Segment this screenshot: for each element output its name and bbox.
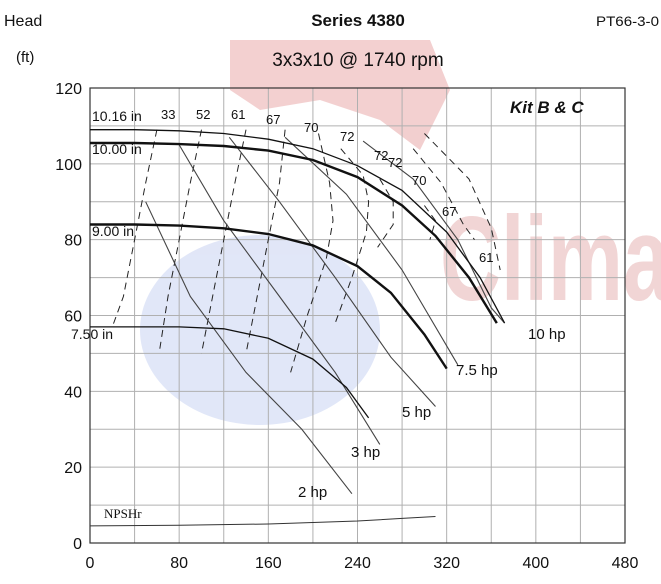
chart-title: Series 4380 [311,11,405,30]
y-tick-label: 60 [64,309,82,326]
impeller-curves [90,129,506,419]
y-tick-label: 20 [64,460,82,477]
watermark-red-swoosh [230,40,450,150]
watermark-blue-swoosh [140,235,380,425]
npshr-label: NPSHr [104,506,142,521]
curve-labels: 10.16 in 10.00 in 9.00 in 7.50 in 10 hp 7.5 h… [71,107,566,501]
efficiency-curve [334,148,370,324]
x-tick-label: 160 [255,555,282,572]
impeller-label: 9.00 in [92,223,134,239]
efficiency-label: 72 [374,148,388,163]
efficiency-label: 61 [231,107,245,122]
efficiency-curve [423,205,437,240]
y-axis-unit: (ft) [16,49,34,66]
efficiency-curve [245,129,286,354]
power-line [178,144,381,445]
efficiency-label: 72 [388,155,402,170]
efficiency-curve [290,133,334,373]
axis-ticks: 0 80 160 240 320 400 480 0 20 40 60 80 100 120 [55,81,638,572]
y-tick-label: 0 [73,536,82,553]
power-label: 5 hp [402,404,431,421]
y-tick-label: 120 [55,81,82,98]
efficiency-curves [111,129,501,373]
power-line [362,140,506,324]
chart-subtitle: 3x3x10 @ 1740 rpm [272,50,443,71]
npshr-curve [89,516,436,527]
power-line [145,201,353,495]
kit-label: Kit B & C [510,98,584,117]
grid [89,87,626,544]
efficiency-curve [424,133,501,271]
power-label: 7.5 hp [456,362,498,379]
power-line [228,136,436,407]
power-label: 2 hp [298,484,327,501]
efficiency-label: 72 [340,129,354,144]
power-line [284,136,459,366]
y-tick-label: 40 [64,384,82,401]
efficiency-label: 61 [479,250,493,265]
efficiency-label: 67 [442,204,456,219]
power-label: 3 hp [351,444,380,461]
y-axis-label: Head [4,13,42,30]
efficiency-curve [158,129,202,354]
impeller-curve [90,141,498,324]
x-tick-label: 320 [433,555,460,572]
x-tick-label: 400 [522,555,549,572]
npshr-line [89,516,436,527]
plot-frame [89,87,626,544]
efficiency-label: 70 [304,120,318,135]
impeller-label: 7.50 in [71,326,113,342]
efficiency-curve [377,178,394,248]
efficiency-label: 52 [196,107,210,122]
x-tick-label: 240 [344,555,371,572]
efficiency-label: 33 [161,107,175,122]
impeller-label: 10.00 in [92,141,142,157]
efficiency-curve [412,148,475,240]
x-tick-label: 80 [170,555,188,572]
impeller-curve [90,223,448,370]
x-tick-label: 480 [612,555,639,572]
x-tick-label: 0 [86,555,95,572]
efficiency-label: 67 [266,112,280,127]
watermark-logo: Clima [140,40,661,425]
power-label: 10 hp [528,326,566,343]
chart-code: PT66-3-0 [596,13,659,29]
impeller-label: 10.16 in [92,108,142,124]
impeller-curve [90,326,370,419]
efficiency-curve [201,129,247,354]
plot-border [89,87,626,544]
impeller-curve [90,129,506,324]
y-tick-label: 80 [64,233,82,250]
efficiency-label: 70 [412,173,426,188]
efficiency-curve [111,129,158,328]
power-lines [145,136,506,495]
watermark-text: Clima [440,192,661,326]
y-tick-label: 100 [55,157,82,174]
